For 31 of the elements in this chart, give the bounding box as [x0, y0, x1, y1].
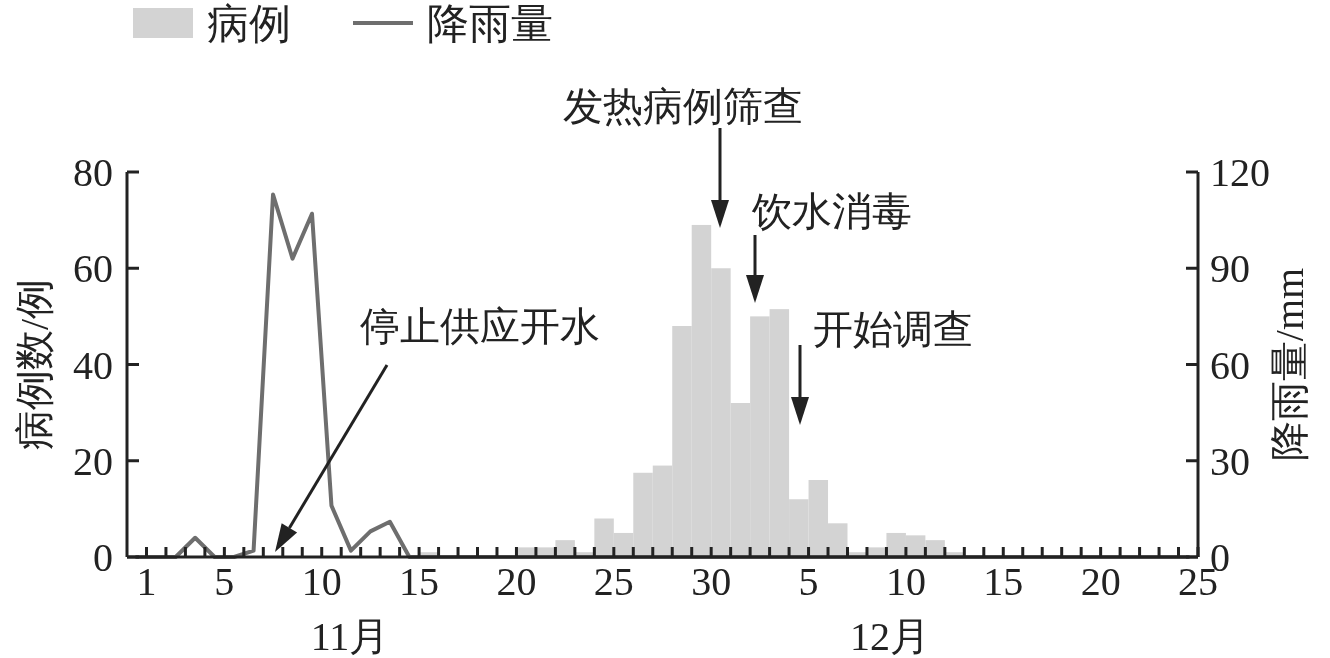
y-tick-label: 20 — [73, 438, 113, 484]
legend-label: 降雨量 — [427, 1, 553, 47]
x-tick-label: 5 — [798, 559, 819, 604]
text: 发热病例筛查 — [563, 84, 803, 129]
annotation: 停止供应开水 — [360, 304, 600, 349]
y2-tick-label: 60 — [1210, 342, 1250, 388]
x-tick-label: 25 — [593, 559, 634, 604]
annotation: 饮水消毒 — [751, 189, 912, 234]
y2-axis-title: 降雨量/mm — [1267, 267, 1312, 462]
y-tick-label: 80 — [73, 150, 113, 195]
y-tick-label: 0 — [93, 535, 113, 580]
x-tick-label: 10 — [301, 559, 342, 604]
x-tick-label: 30 — [691, 559, 732, 604]
x-tick-label: 20 — [496, 559, 537, 604]
line-series — [134, 192, 1191, 559]
x-tick-label: 20 — [1080, 559, 1121, 604]
legend-label: 病例 — [207, 1, 291, 47]
y2-tick-label: 90 — [1210, 246, 1250, 292]
x-tick-label: 10 — [885, 559, 926, 604]
y2-tick-label: 30 — [1210, 438, 1250, 484]
y2-tick-label: 120 — [1210, 150, 1270, 195]
x-tick-label: 5 — [214, 559, 235, 604]
x-tick-label: 1 — [136, 559, 157, 604]
text: 11月 — [310, 614, 390, 658]
y-tick-label: 60 — [73, 246, 113, 292]
y-axis-title: 病例数/例 — [12, 278, 57, 451]
annotation: 开始调查 — [813, 307, 973, 352]
x-tick-label: 15 — [983, 559, 1024, 604]
y-tick-label: 40 — [73, 342, 113, 388]
text: 12月 — [850, 614, 930, 658]
x-tick-label: 15 — [399, 559, 440, 604]
